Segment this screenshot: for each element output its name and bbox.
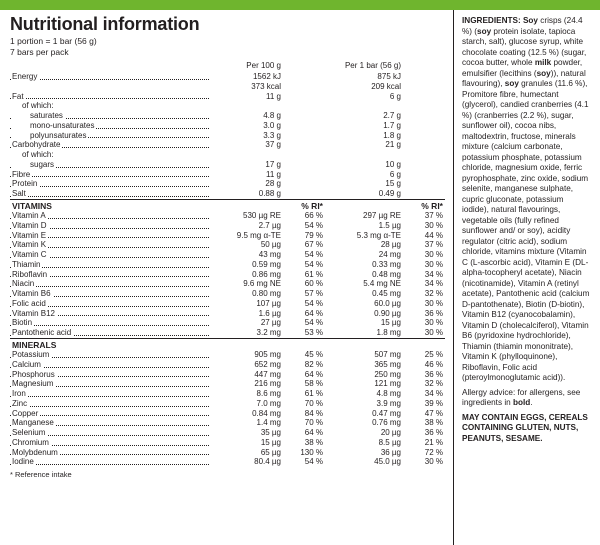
- table-row: Iron8.6 mg61 %4.8 mg34 %: [10, 389, 445, 399]
- table-row: Magnesium216 mg58 %121 mg32 %: [10, 379, 445, 389]
- table-row: Vitamin E9.5 mg α-TE79 %5.3 mg α-TE44 %: [10, 231, 445, 241]
- col-perbar: Per 1 bar (56 g): [325, 61, 403, 72]
- table-row: Potassium905 mg45 %507 mg25 %: [10, 350, 445, 360]
- table-row: Copper0.84 mg84 %0.47 mg47 %: [10, 409, 445, 419]
- table-row: Vitamin B121.6 µg64 %0.90 µg36 %: [10, 309, 445, 319]
- table-row: Riboflavin0.86 mg61 %0.48 mg34 %: [10, 270, 445, 280]
- table-row: Zinc7.0 mg70 %3.9 mg39 %: [10, 399, 445, 409]
- table-row: Folic acid107 µg54 %60.0 µg30 %: [10, 299, 445, 309]
- table-row: sugars17 g10 g: [10, 160, 445, 170]
- table-row: Fat11 g6 g: [10, 92, 445, 102]
- ingredients-text: INGREDIENTS: Soy crisps (24.4 %) (soy pr…: [462, 16, 592, 384]
- table-row: Phosphorus447 mg64 %250 mg36 %: [10, 370, 445, 380]
- portion-line: 1 portion = 1 bar (56 g): [10, 36, 445, 47]
- pack-line: 7 bars per pack: [10, 47, 445, 58]
- nutrition-main: Nutritional information 1 portion = 1 ba…: [0, 10, 454, 545]
- nutrition-panel: Nutritional information 1 portion = 1 ba…: [0, 0, 600, 545]
- vitamins-header: VITAMINS % RI*% RI*: [10, 199, 445, 211]
- allergy-advice: Allergy advice: for allergens, see ingre…: [462, 388, 592, 409]
- table-row: of which:: [10, 150, 445, 160]
- table-row: Thiamin0.59 mg54 %0.33 mg30 %: [10, 260, 445, 270]
- table-row: Fibre11 g6 g: [10, 170, 445, 180]
- table-row: Vitamin A530 µg RE66 %297 µg RE37 %: [10, 211, 445, 221]
- table-row: mono-unsaturates3.0 g1.7 g: [10, 121, 445, 131]
- table-row: Salt0.88 g0.49 g: [10, 189, 445, 199]
- nutrition-table: Per 100 g Per 1 bar (56 g) Energy1562 kJ…: [10, 61, 445, 467]
- footnote: * Reference intake: [10, 470, 445, 479]
- table-row: Molybdenum65 µg130 %36 µg72 %: [10, 448, 445, 458]
- table-row: Niacin9.6 mg NE60 %5.4 mg NE34 %: [10, 279, 445, 289]
- table-row: Protein28 g15 g: [10, 179, 445, 189]
- table-row: Vitamin K50 µg67 %28 µg37 %: [10, 240, 445, 250]
- table-row: Manganese1.4 mg70 %0.76 mg38 %: [10, 418, 445, 428]
- ingredients-panel: INGREDIENTS: Soy crisps (24.4 %) (soy pr…: [454, 10, 600, 545]
- table-row: Iodine80.4 µg54 %45.0 µg30 %: [10, 457, 445, 467]
- may-contain: MAY CONTAIN EGGS, CEREALS CONTAINING GLU…: [462, 413, 592, 445]
- table-row: of which:: [10, 101, 445, 111]
- minerals-header: MINERALS: [10, 338, 445, 350]
- column-headers: Per 100 g Per 1 bar (56 g): [10, 61, 445, 72]
- table-row: Vitamin C43 mg54 %24 mg30 %: [10, 250, 445, 260]
- table-row: Biotin27 µg54 %15 µg30 %: [10, 318, 445, 328]
- table-row: Pantothenic acid3.2 mg53 %1.8 mg30 %: [10, 328, 445, 338]
- table-row: Calcium652 mg82 %365 mg46 %: [10, 360, 445, 370]
- col-per100: Per 100 g: [209, 61, 283, 72]
- table-row: Carbohydrate37 g21 g: [10, 140, 445, 150]
- table-row: Selenium35 µg64 %20 µg36 %: [10, 428, 445, 438]
- title: Nutritional information: [10, 14, 445, 35]
- table-row: Vitamin B60.80 mg57 %0.45 mg32 %: [10, 289, 445, 299]
- table-row: Energy1562 kJ875 kJ: [10, 72, 445, 82]
- table-row: Chromium15 µg38 %8.5 µg21 %: [10, 438, 445, 448]
- table-row: 373 kcal209 kcal: [10, 82, 445, 92]
- table-row: Vitamin D2.7 µg54 %1.5 µg30 %: [10, 221, 445, 231]
- table-row: polyunsaturates3.3 g1.8 g: [10, 131, 445, 141]
- table-row: saturates4.8 g2.7 g: [10, 111, 445, 121]
